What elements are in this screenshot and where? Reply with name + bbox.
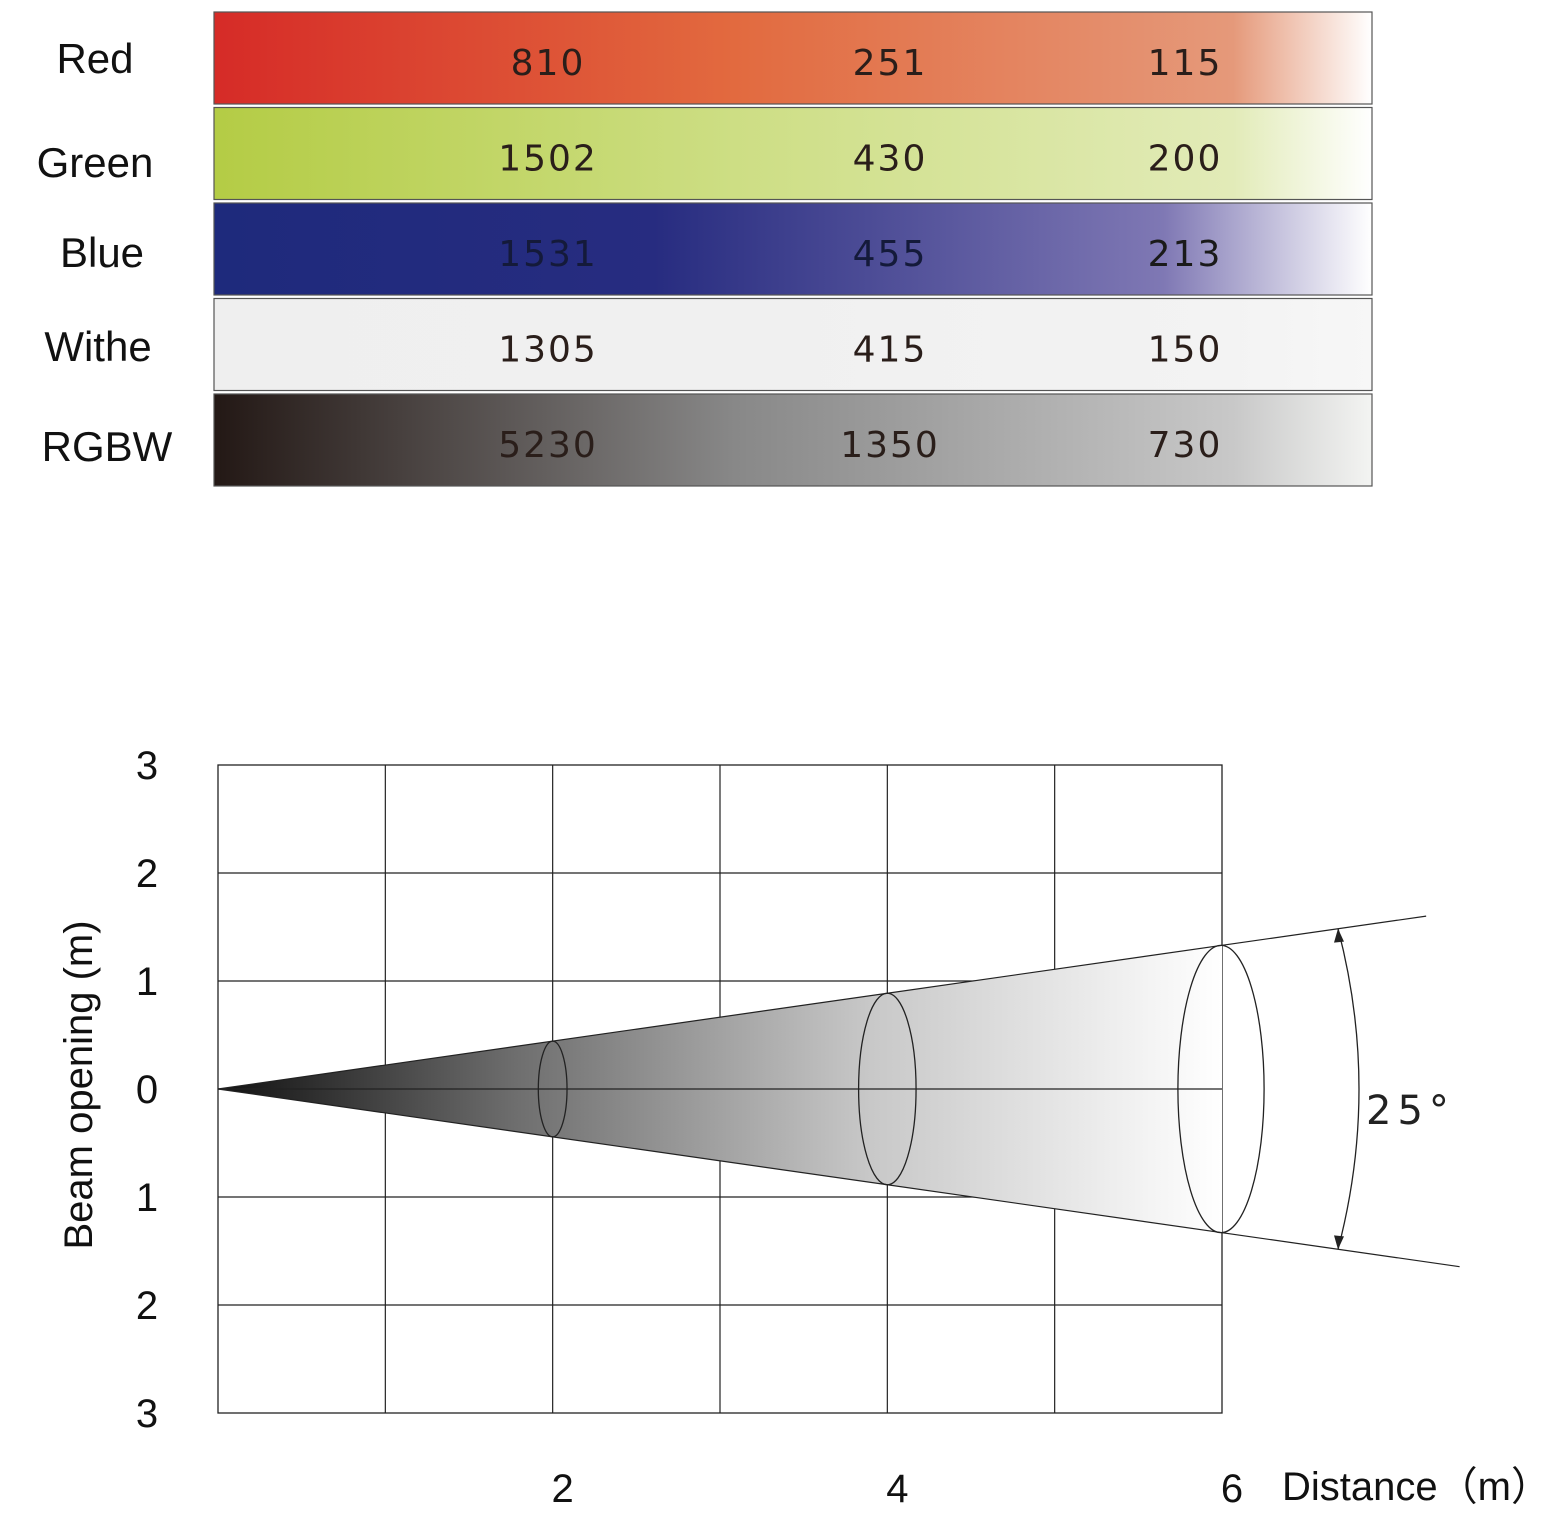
angle-arrow-head [1334,928,1344,943]
beam-cross-section [537,1040,568,1138]
cell-value: 1502 [498,139,598,180]
beam-cross-section [1177,944,1265,1234]
cell-value: 455 [853,234,928,275]
x-tick-label: 6 [1221,1467,1243,1511]
row-bar-red [213,11,1373,105]
x-tick-label: 2 [552,1467,574,1511]
row-bar-rgbw [213,393,1373,487]
y-tick-label: 2 [136,1284,158,1328]
x-tick-label: 4 [886,1467,908,1511]
y-tick-label: 1 [136,1176,158,1220]
cell-value: 415 [853,330,928,371]
row-label-red: Red [56,35,133,82]
angle-arrow-head [1334,1235,1344,1250]
beam-edge-upper [217,915,1427,1090]
row-bar-blue [213,202,1373,296]
cell-value: 810 [511,43,586,84]
x-axis-title: Distance（m） [1282,1465,1551,1509]
cell-value: 5230 [498,425,598,466]
illuminance-table-chart: Red 810 251 115 Green 1502 430 200 Blue 1531 455 21… [37,11,1373,487]
y-tick-label: 0 [136,1068,158,1112]
cell-value: 251 [853,43,928,84]
y-tick-label: 2 [136,852,158,896]
row-label-blue: Blue [60,229,144,276]
cell-value: 730 [1148,425,1223,466]
y-tick-label: 3 [136,744,158,788]
cell-value: 1350 [840,425,940,466]
cell-value: 150 [1148,330,1223,371]
cell-value: 213 [1148,234,1223,275]
beam-angle-label: 25° [1366,1088,1455,1134]
y-axis-title: Beam opening (m) [57,920,101,1249]
row-bar-green [213,106,1373,201]
cell-value: 1531 [498,234,598,275]
row-label-green: Green [37,139,154,186]
row-label-withe: Withe [44,323,151,370]
beam-cross-section [857,992,917,1186]
cell-value: 115 [1148,43,1223,84]
y-tick-label: 1 [136,960,158,1004]
angle-arc [1337,928,1360,1250]
beam-edge-lower [217,1088,1460,1268]
row-label-rgbw: RGBW [42,423,173,470]
cell-value: 200 [1148,139,1223,180]
cell-value: 1305 [498,330,598,371]
row-bar-withe [213,297,1373,392]
cell-value: 430 [853,139,928,180]
y-tick-label: 3 [136,1392,158,1436]
